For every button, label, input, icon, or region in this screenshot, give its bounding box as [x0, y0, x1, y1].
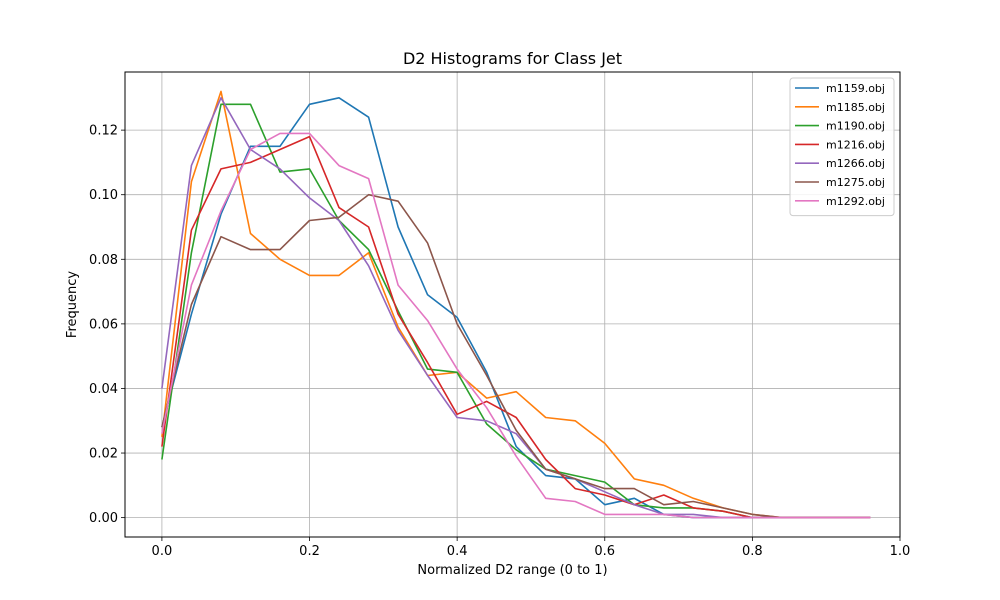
y-tick-label: 0.04 — [89, 382, 118, 397]
series-line-m1292 — [161, 132, 871, 519]
series-line-m1275 — [161, 193, 871, 519]
series-line-m1216 — [161, 135, 871, 519]
legend-label: m1292.obj — [826, 195, 885, 208]
y-tick-label: 0.02 — [89, 447, 118, 462]
y-tick-label: 0.06 — [89, 317, 118, 332]
x-tick-label: 0.0 — [152, 544, 173, 559]
legend-label: m1185.obj — [826, 101, 885, 114]
y-tick-label: 0.12 — [89, 124, 118, 139]
legend-label: m1159.obj — [826, 82, 885, 95]
y-tick-label: 0.00 — [89, 511, 118, 526]
x-tick-label: 1.0 — [890, 544, 911, 559]
series-line-m1266 — [161, 97, 871, 519]
legend-label: m1190.obj — [826, 120, 885, 133]
grid — [125, 72, 901, 537]
y-tick-label: 0.08 — [89, 253, 118, 268]
x-axis-label: Normalized D2 range (0 to 1) — [417, 563, 607, 578]
axis-ticks: 0.0 0.2 0.4 0.6 0.8 1.0 0.00 0.02 0.04 0.06 0.08 0.… — [89, 124, 910, 559]
y-tick-label: 0.10 — [89, 188, 118, 203]
plot-frame — [124, 71, 901, 538]
legend-label: m1266.obj — [826, 157, 885, 170]
legend: m1159.obj m1185.obj m1190.obj m1216.obj m126… — [789, 77, 895, 217]
y-axis-label: Frequency — [65, 271, 80, 338]
x-tick-label: 0.4 — [447, 544, 468, 559]
legend-label: m1216.obj — [826, 138, 885, 151]
x-tick-label: 0.8 — [742, 544, 763, 559]
x-tick-label: 0.6 — [594, 544, 615, 559]
x-tick-label: 0.2 — [299, 544, 320, 559]
legend-label: m1275.obj — [826, 176, 885, 189]
series-lines — [161, 90, 871, 519]
chart-title: D2 Histograms for Class Jet — [403, 49, 622, 68]
